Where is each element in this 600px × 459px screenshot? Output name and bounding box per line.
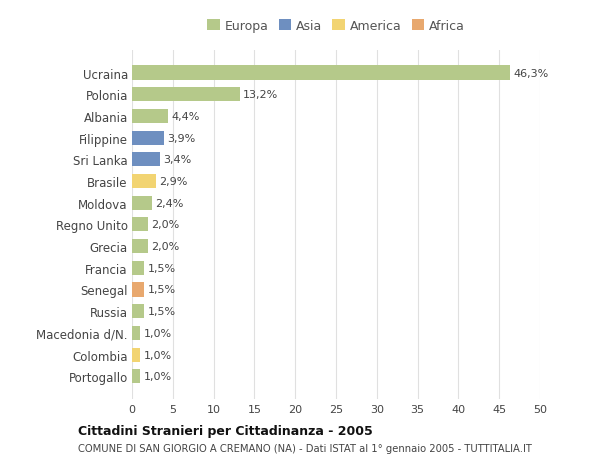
Text: 3,9%: 3,9% <box>167 133 196 143</box>
Bar <box>132 304 144 319</box>
Text: 1,0%: 1,0% <box>143 371 172 381</box>
Text: 1,0%: 1,0% <box>143 328 172 338</box>
Text: 2,0%: 2,0% <box>152 220 180 230</box>
Text: Cittadini Stranieri per Cittadinanza - 2005: Cittadini Stranieri per Cittadinanza - 2… <box>78 424 373 437</box>
Text: 13,2%: 13,2% <box>243 90 278 100</box>
Text: 2,9%: 2,9% <box>159 177 187 187</box>
Bar <box>132 110 168 124</box>
Text: 4,4%: 4,4% <box>171 112 200 122</box>
Legend: Europa, Asia, America, Africa: Europa, Asia, America, Africa <box>202 15 470 38</box>
Text: 3,4%: 3,4% <box>163 155 191 165</box>
Bar <box>132 218 148 232</box>
Bar <box>132 348 140 362</box>
Text: COMUNE DI SAN GIORGIO A CREMANO (NA) - Dati ISTAT al 1° gennaio 2005 - TUTTITALI: COMUNE DI SAN GIORGIO A CREMANO (NA) - D… <box>78 443 532 453</box>
Bar <box>132 283 144 297</box>
Bar <box>132 153 160 167</box>
Bar <box>132 67 510 80</box>
Bar <box>132 261 144 275</box>
Bar <box>132 369 140 383</box>
Text: 2,4%: 2,4% <box>155 198 183 208</box>
Bar <box>132 174 155 189</box>
Text: 1,0%: 1,0% <box>143 350 172 360</box>
Bar <box>132 240 148 253</box>
Bar <box>132 196 152 210</box>
Bar <box>132 88 240 102</box>
Bar <box>132 326 140 340</box>
Text: 1,5%: 1,5% <box>148 285 176 295</box>
Bar <box>132 131 164 146</box>
Text: 46,3%: 46,3% <box>513 68 548 78</box>
Text: 2,0%: 2,0% <box>152 241 180 252</box>
Text: 1,5%: 1,5% <box>148 263 176 273</box>
Text: 1,5%: 1,5% <box>148 307 176 317</box>
